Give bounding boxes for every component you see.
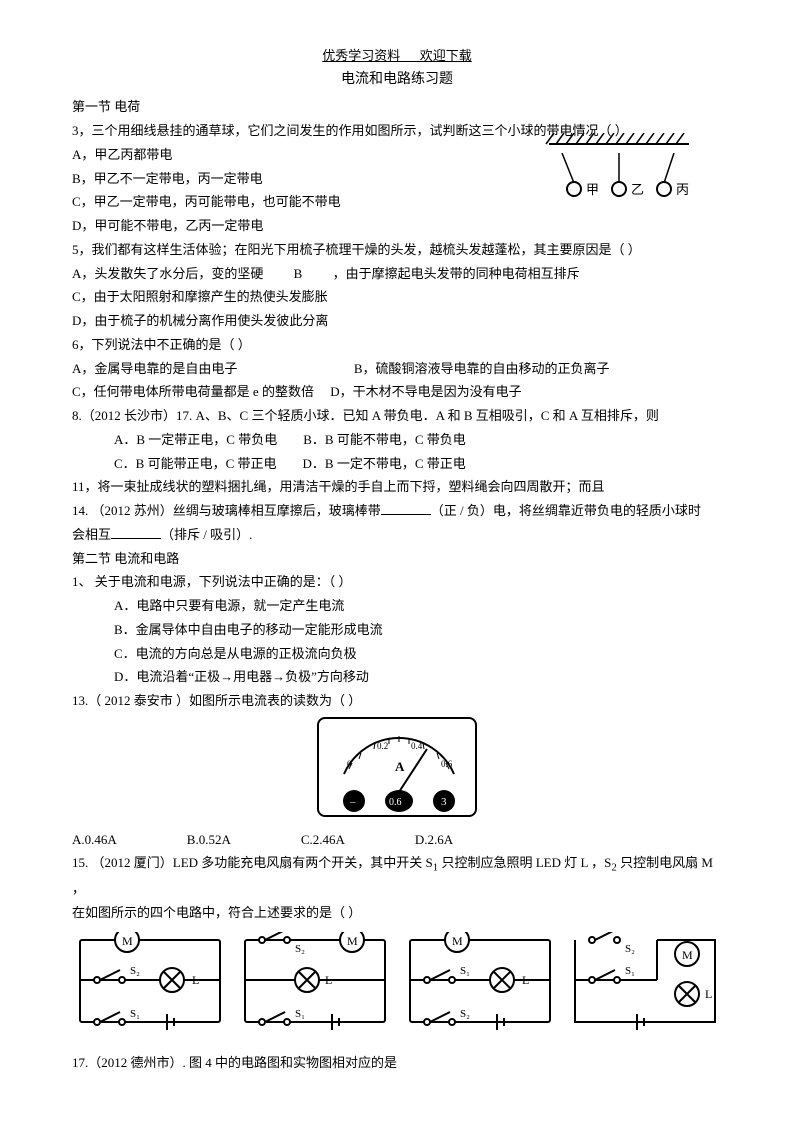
q8-stem: 8.（2012 长沙市）17. A、B、C 三个轻质小球．已知 A 带负电．A … (72, 405, 722, 428)
hanging-balls-icon: 甲 乙 丙 (544, 153, 694, 198)
circuit-b-icon: S₂ M L S₁ (237, 932, 392, 1030)
scale-02: 0.2 (377, 741, 388, 751)
scale-04: 0.4 (411, 741, 423, 751)
s2q1-b: B．金属导体中自由电子的移动一定能形成电流 (72, 619, 722, 642)
q13-opts: A.0.46A B.0.52A C.2.46A D.2.6A (72, 829, 722, 852)
section1-heading: 第一节 电荷 (72, 96, 722, 119)
svg-text:M: M (452, 934, 463, 948)
svg-text:S₂: S₂ (460, 1008, 470, 1020)
q6-opt-ab: A，金属导电靠的是自由电子 B，硫酸铜溶液导电靠的自由移动的正负离子 (72, 358, 722, 381)
svg-text:M: M (682, 948, 693, 962)
ammeter-icon: 0 0.2 0.4 0.6 A – 0.6 3 (319, 719, 479, 819)
q11-stem: 11，将一束扯成线状的塑料捆扎绳，用清洁干燥的手自上而下捋，塑料绳会向四周散开；… (72, 476, 722, 499)
knob-06: 0.6 (389, 797, 402, 808)
q15-line1: 15. （2012 厦门）LED 多功能充电风扇有两个开关，其中开关 S1 只控… (72, 852, 722, 900)
ball-label-3: 丙 (676, 182, 689, 197)
s2q1-a: A．电路中只要有电源，就一定产生电流 (72, 595, 722, 618)
s2-label: S₂ (130, 965, 140, 977)
s2q1-stem: 1、 关于电流和电源，下列说法中正确的是：（ ） (72, 571, 722, 594)
doc-title: 电流和电路练习题 (72, 68, 722, 93)
knob-minus: – (349, 796, 356, 808)
s2q1-c: C．电流的方向总是从电源的正极流向负极 (72, 643, 722, 666)
q5-stem: 5，我们都有这样生活体验；在阳光下用梳子梳理干燥的头发，越梳头发越蓬松，其主要原… (72, 239, 722, 262)
ball-label-1: 甲 (586, 182, 599, 197)
scale-06: 0.6 (441, 759, 453, 769)
svg-text:S₂: S₂ (295, 943, 305, 955)
section2-heading: 第二节 电流和电路 (72, 548, 722, 571)
q6-opt-cd: C，任何带电体所带电荷量都是 e 的整数倍 D，干木材不导电是因为没有电子 (72, 381, 722, 404)
knob-3: 3 (441, 796, 447, 808)
q3-figure: 甲 乙 丙 (544, 130, 704, 200)
q13-stem: 13.（ 2012 泰安市 ）如图所示电流表的读数为（ ） (72, 690, 722, 713)
q8-opt-cd: C．B 可能带正电，C 带正电 D．B 一定不带电，C 带正电 (72, 453, 722, 476)
svg-text:S₁: S₁ (295, 1008, 305, 1020)
svg-text:L: L (705, 987, 712, 1001)
svg-text:S₁: S₁ (625, 965, 635, 977)
q3-opt-d: D，甲可能不带电，乙丙一定带电 (72, 215, 722, 238)
q17-stem: 17.（2012 德州市）. 图 4 中的电路图和实物图相对应的是 (72, 1052, 722, 1075)
svg-text:S₂: S₂ (625, 943, 635, 955)
svg-text:L: L (522, 973, 529, 987)
unit-a: A (395, 759, 405, 774)
m-label: M (122, 934, 133, 948)
q8-opt-ab: A．B 一定带正电，C 带负电 B．B 可能不带电，C 带负电 (72, 429, 722, 452)
svg-text:M: M (347, 934, 358, 948)
scale-0: 0 (347, 759, 352, 769)
ceiling-hatch-icon (544, 133, 694, 145)
q6-stem: 6，下列说法中不正确的是（ ） (72, 334, 722, 357)
circuit-a-icon: M S₂ L S₁ (72, 932, 227, 1030)
svg-text:S₁: S₁ (460, 965, 470, 977)
s2q1-d: D．电流沿着“正极→用电器→负极”方向移动 (72, 666, 722, 689)
svg-text:L: L (325, 973, 332, 987)
circuit-row: M S₂ L S₁ S₂ M L S₁ M (72, 932, 722, 1030)
q15-line2: 在如图所示的四个电路中，符合上述要求的是（ ） (72, 902, 722, 925)
l-label: L (192, 973, 199, 987)
circuit-c-icon: M S₁ L S₂ (402, 932, 557, 1030)
circuit-d-icon: S₂ M S₁ L (567, 932, 722, 1030)
q14-line1: 14. （2012 苏州）丝绸与玻璃棒相互摩擦后，玻璃棒带（正 / 负）电，将丝… (72, 500, 722, 523)
ball-label-2: 乙 (631, 182, 644, 197)
q5-opt-d: D，由于梳子的机械分离作用使头发彼此分离 (72, 310, 722, 333)
q5-opt-ab: A，头发散失了水分后，变的坚硬 B ，由于摩擦起电头发带的同种电荷相互排斥 (72, 263, 722, 286)
q5-opt-c: C，由于太阳照射和摩擦产生的热使头发膨胀 (72, 286, 722, 309)
header-top: 优秀学习资料___欢迎下载 (72, 45, 722, 68)
ammeter-figure: 0 0.2 0.4 0.6 A – 0.6 3 (72, 717, 722, 827)
s1-label: S₁ (130, 1008, 140, 1020)
q14-line2: 会相互（排斥 / 吸引）. (72, 524, 722, 547)
